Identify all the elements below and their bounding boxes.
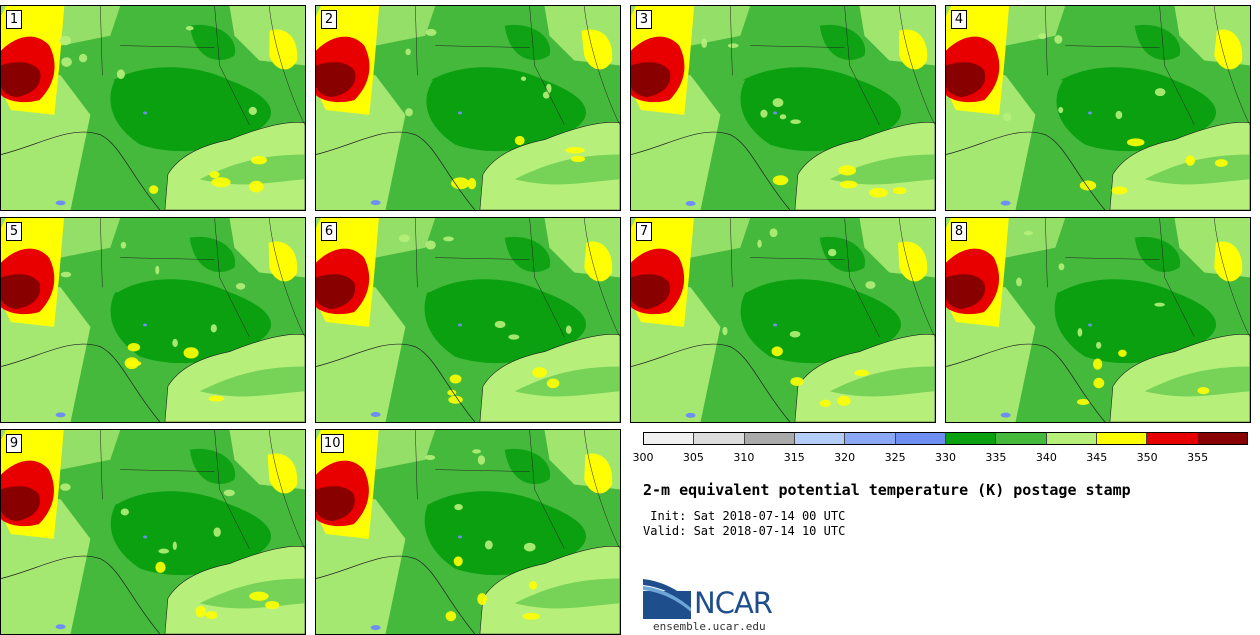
colorbar-swatch	[644, 433, 695, 444]
map-image	[946, 218, 1250, 422]
member-number-label: 2	[321, 10, 337, 29]
map-image	[631, 6, 935, 210]
colorbar-swatch	[1096, 433, 1148, 444]
member-map-panel: 1	[0, 5, 306, 211]
colorbar-tick-label: 355	[1187, 451, 1209, 464]
colorbar-tick-label: 310	[733, 451, 755, 464]
colorbar-tick-label: 315	[783, 451, 805, 464]
colorbar-swatch	[1046, 433, 1097, 444]
logo-text: NCAR	[694, 586, 773, 620]
colorbar-tick-label: 305	[682, 451, 704, 464]
map-image	[316, 430, 620, 634]
map-image	[631, 218, 935, 422]
colorbar-tick-label: 300	[632, 451, 654, 464]
figure-title: 2-m equivalent potential temperature (K)…	[643, 481, 1131, 499]
colorbar-swatch	[694, 433, 745, 444]
member-number-label: 7	[636, 222, 652, 241]
colorbar-tick-label: 340	[1035, 451, 1057, 464]
colorbar-swatch	[996, 433, 1047, 444]
map-image	[1, 218, 305, 422]
colorbar-swatch	[1197, 433, 1247, 444]
member-map-panel: 2	[315, 5, 621, 211]
member-map-panel: 5	[0, 217, 306, 423]
ncar-logo-icon	[643, 579, 691, 619]
map-image	[1, 6, 305, 210]
member-map-panel: 10	[315, 429, 621, 635]
colorbar-tick-label: 350	[1136, 451, 1158, 464]
member-number-label: 4	[951, 10, 967, 29]
init-time: Init: Sat 2018-07-14 00 UTC	[643, 509, 846, 523]
map-image	[316, 218, 620, 422]
member-number-label: 6	[321, 222, 337, 241]
colorbar-swatch	[895, 433, 946, 444]
member-number-label: 10	[321, 434, 344, 453]
colorbar-tick-label: 345	[1086, 451, 1108, 464]
valid-time: Valid: Sat 2018-07-14 10 UTC	[643, 524, 846, 538]
member-number-label: 5	[6, 222, 22, 241]
member-map-panel: 4	[945, 5, 1251, 211]
map-image	[316, 6, 620, 210]
member-number-label: 8	[951, 222, 967, 241]
member-map-panel: 8	[945, 217, 1251, 423]
colorbar-swatch	[744, 433, 795, 444]
member-map-panel: 3	[630, 5, 936, 211]
member-number-label: 3	[636, 10, 652, 29]
member-map-panel: 6	[315, 217, 621, 423]
member-number-label: 9	[6, 434, 22, 453]
logo-url: ensemble.ucar.edu	[653, 620, 766, 633]
map-image	[946, 6, 1250, 210]
member-map-panel: 9	[0, 429, 306, 635]
colorbar-swatch	[845, 433, 896, 444]
member-map-panel: 7	[630, 217, 936, 423]
colorbar-tick-label: 330	[935, 451, 956, 464]
colorbar	[643, 432, 1248, 445]
colorbar-tick-label: 320	[834, 451, 856, 464]
colorbar-swatch	[794, 433, 846, 444]
colorbar-swatch	[945, 433, 997, 444]
colorbar-tick-label: 325	[884, 451, 906, 464]
map-image	[1, 430, 305, 634]
colorbar-swatch	[1147, 433, 1198, 444]
member-number-label: 1	[6, 10, 22, 29]
colorbar-tick-label: 335	[985, 451, 1007, 464]
